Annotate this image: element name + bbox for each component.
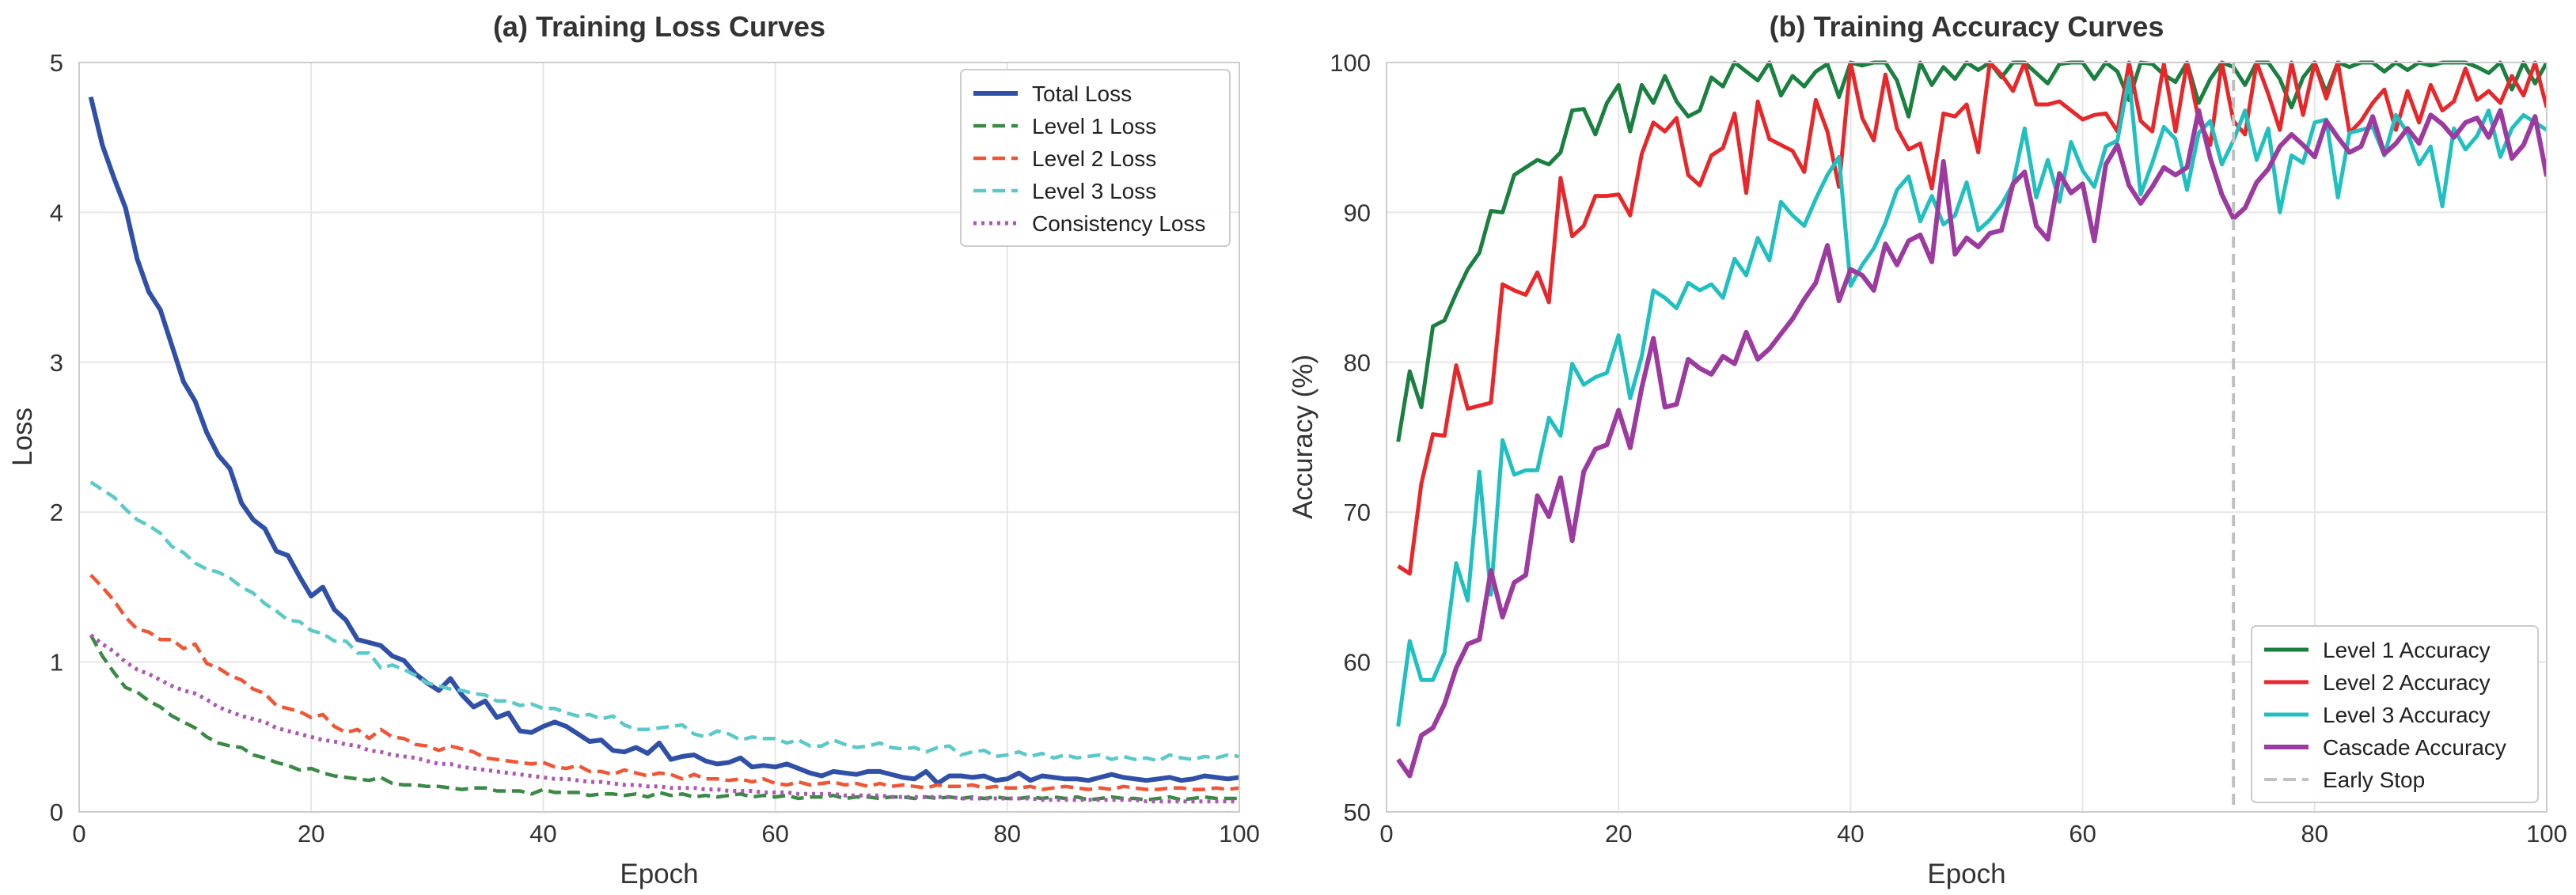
- y-tick-label: 60: [1344, 649, 1371, 677]
- x-tick-label: 100: [1219, 820, 1260, 848]
- y-tick-label: 50: [1344, 798, 1371, 826]
- x-tick-label: 0: [72, 820, 85, 848]
- legend-label-level-1-accuracy: Level 1 Accuracy: [2323, 638, 2491, 662]
- x-tick-label: 60: [2069, 820, 2096, 848]
- level-3-accuracy-line: [1396, 75, 2547, 727]
- legend-label-level-2-accuracy: Level 2 Accuracy: [2323, 670, 2491, 695]
- legend-label-level-2-loss: Level 2 Loss: [1032, 146, 1156, 171]
- x-tick-label: 20: [1605, 820, 1632, 848]
- accuracy-chart-title: (b) Training Accuracy Curves: [1770, 10, 2164, 43]
- x-tick-label: 80: [2301, 820, 2328, 848]
- x-tick-label: 60: [761, 820, 788, 848]
- legend-label-cascade-accuracy: Cascade Accuracy: [2323, 735, 2506, 760]
- accuracy-chart-panel: (b) Training Accuracy Curves 0 20 40 60 80 10…: [1288, 10, 2567, 889]
- loss-chart-series: [88, 96, 1239, 804]
- consistency-loss-line: [89, 633, 1239, 804]
- legend-label-level-3-accuracy: Level 3 Accuracy: [2323, 703, 2491, 727]
- cascade-accuracy-line: [1396, 108, 2547, 779]
- legend-label-total-loss: Total Loss: [1032, 82, 1132, 106]
- legend-label-level-1-loss: Level 1 Loss: [1032, 114, 1156, 138]
- accuracy-chart-xlabel: Epoch: [1927, 859, 2005, 889]
- x-tick-label: 40: [529, 820, 556, 848]
- y-tick-label: 4: [50, 199, 63, 226]
- x-tick-label: 0: [1379, 820, 1393, 848]
- loss-chart-ylabel: Loss: [7, 408, 38, 466]
- accuracy-chart-ylabel: Accuracy (%): [1288, 355, 1318, 519]
- legend-box: [960, 69, 1231, 247]
- legend-label-consistency-loss: Consistency Loss: [1032, 211, 1205, 236]
- level-2-accuracy-line: [1397, 60, 2547, 576]
- y-tick-label: 90: [1344, 199, 1371, 226]
- legend-label-early-stop: Early Stop: [2323, 768, 2425, 792]
- y-tick-label: 80: [1344, 349, 1371, 377]
- accuracy-chart-frame: [1386, 62, 2548, 813]
- level-1-loss-line: [89, 634, 1239, 802]
- level-1-accuracy-line: [1396, 60, 2547, 442]
- accuracy-chart-legend: Level 1 Accuracy Level 2 Accuracy Level 3 …: [2251, 625, 2539, 803]
- level-3-loss-line: [89, 480, 1239, 763]
- accuracy-chart-ticks: 0 20 40 60 80 100 50 60 70 80 90 100: [1330, 49, 2567, 848]
- loss-chart-xlabel: Epoch: [620, 859, 698, 889]
- y-tick-label: 70: [1344, 499, 1371, 526]
- legend-box: [2251, 625, 2539, 803]
- loss-chart-legend: Total Loss Level 1 Loss Level 2 Loss Level …: [960, 69, 1231, 247]
- y-tick-label: 100: [1330, 49, 1371, 77]
- y-tick-label: 0: [50, 798, 63, 826]
- loss-chart-panel: (a) Training Loss Curves 0 20 40 60 80 100 0 1 2…: [7, 10, 1260, 889]
- y-tick-label: 1: [50, 649, 63, 677]
- y-tick-label: 3: [50, 349, 63, 377]
- loss-chart-title: (a) Training Loss Curves: [493, 10, 825, 43]
- level-2-loss-line: [89, 574, 1239, 791]
- x-tick-label: 100: [2526, 820, 2567, 848]
- loss-chart-ticks: 0 20 40 60 80 100 0 1 2 3 4 5: [50, 49, 1260, 848]
- x-tick-label: 80: [994, 820, 1021, 848]
- accuracy-chart-series: [1396, 60, 2547, 812]
- x-tick-label: 20: [298, 820, 324, 848]
- total-loss-line: [88, 96, 1239, 786]
- y-tick-label: 5: [50, 49, 63, 77]
- x-tick-label: 40: [1837, 820, 1864, 848]
- y-tick-label: 2: [50, 499, 63, 526]
- loss-chart-frame: [78, 62, 1240, 813]
- legend-label-level-3-loss: Level 3 Loss: [1032, 179, 1156, 203]
